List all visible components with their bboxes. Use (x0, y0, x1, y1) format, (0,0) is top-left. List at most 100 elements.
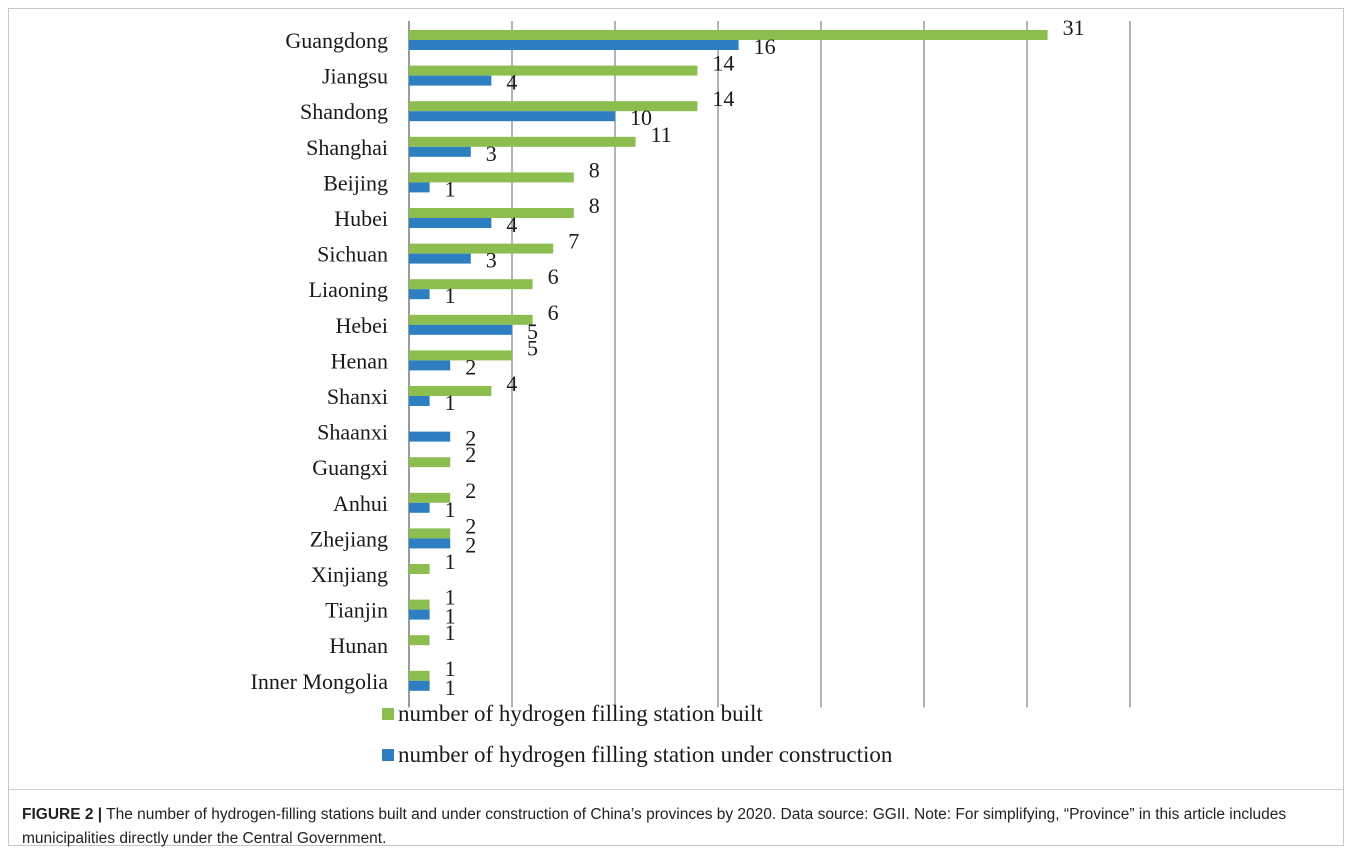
bar-built (409, 208, 574, 218)
data-label: 4 (506, 70, 517, 95)
data-label: 1 (445, 675, 456, 700)
category-label: Shanghai (306, 135, 388, 160)
bar-under-construction (409, 111, 615, 122)
data-label: 2 (465, 532, 476, 557)
category-label: Guangdong (285, 28, 388, 53)
data-label: 5 (527, 335, 538, 360)
bar-built (409, 136, 636, 147)
bar-under-construction (409, 75, 492, 86)
data-label: 1 (445, 585, 456, 610)
bar-built (409, 457, 451, 468)
data-label: 1 (445, 620, 456, 645)
bar-under-construction (409, 502, 430, 513)
bar-under-construction (409, 324, 512, 335)
data-label: 2 (465, 354, 476, 379)
data-label: 31 (1063, 15, 1085, 40)
data-label: 14 (712, 86, 734, 111)
category-label: Henan (331, 348, 388, 373)
category-label: Shanxi (327, 384, 388, 409)
data-label: 10 (630, 105, 652, 130)
data-label: 6 (548, 300, 559, 325)
category-label: Hubei (334, 206, 388, 231)
data-label: 6 (548, 264, 559, 289)
data-label: 2 (465, 478, 476, 503)
bars (409, 30, 1048, 691)
data-label: 8 (589, 193, 600, 218)
data-label: 2 (465, 442, 476, 467)
bar-built (409, 172, 574, 183)
category-labels: Guangdong Jiangsu Shandong Shanghai Beijing H… (251, 28, 389, 694)
bar-under-construction (409, 253, 471, 264)
bar-built (409, 314, 533, 325)
category-label: Hebei (335, 313, 388, 338)
bar-under-construction (409, 609, 430, 620)
data-label: 5 (527, 319, 538, 344)
bar-chart: Guangdong Jiangsu Shandong Shanghai Beijing H… (251, 15, 1131, 767)
bar-built (409, 101, 698, 112)
data-label: 8 (589, 157, 600, 182)
data-label: 1 (445, 549, 456, 574)
figure-frame (8, 8, 1344, 846)
bar-under-construction (409, 182, 430, 193)
bar-under-construction (409, 396, 430, 406)
bar-built (409, 243, 554, 254)
data-label: 1 (445, 176, 456, 201)
caption-divider (9, 789, 1343, 790)
data-label: 1 (445, 390, 456, 415)
caption-text: The number of hydrogen-filling stations … (22, 806, 1287, 847)
data-label: 1 (445, 656, 456, 681)
data-label: 3 (486, 248, 497, 273)
legend-swatch-under-construction (382, 749, 394, 761)
caption-label: FIGURE 2 | (22, 806, 103, 823)
category-label: Jiangsu (322, 64, 388, 89)
bar-built (409, 350, 512, 361)
category-label: Shaanxi (317, 420, 388, 445)
data-label: 3 (486, 141, 497, 166)
category-label: Hunan (329, 633, 388, 658)
data-label: 2 (465, 513, 476, 538)
bar-under-construction (409, 431, 451, 442)
bar-under-construction (409, 146, 471, 157)
data-label: 2 (465, 426, 476, 451)
category-label: Liaoning (309, 277, 388, 302)
category-label: Guangxi (312, 455, 388, 480)
data-label: 11 (651, 122, 672, 147)
data-label: 1 (445, 604, 456, 629)
category-label: Sichuan (317, 242, 388, 267)
bar-built (409, 279, 533, 290)
legend-swatch-built (382, 708, 394, 720)
category-label: Beijing (323, 170, 388, 195)
gridlines (408, 21, 1131, 708)
bar-built (409, 670, 430, 681)
bar-built (409, 492, 451, 503)
category-label: Zhejiang (310, 526, 388, 551)
legend: number of hydrogen filling station built… (382, 701, 893, 767)
data-label: 1 (445, 283, 456, 308)
bar-built (409, 599, 430, 610)
legend-entry: number of hydrogen filling station under… (398, 742, 893, 767)
data-label: 4 (506, 212, 517, 237)
data-label: 16 (754, 34, 776, 59)
figure-caption: FIGURE 2 | The number of hydrogen-fillin… (22, 803, 1322, 851)
bar-built (409, 30, 1048, 40)
bar-built (409, 635, 430, 646)
category-label: Anhui (333, 491, 388, 516)
bar-built (409, 65, 698, 76)
bar-under-construction (409, 40, 739, 50)
bar-built (409, 564, 430, 574)
bar-under-construction (409, 360, 451, 371)
bar-built (409, 528, 451, 539)
category-label: Xinjiang (311, 562, 388, 587)
bar-built (409, 386, 492, 396)
data-label: 4 (506, 371, 517, 396)
bar-under-construction (409, 289, 430, 300)
bar-under-construction (409, 218, 492, 228)
category-label: Shandong (300, 99, 388, 124)
category-label: Tianjin (325, 598, 388, 623)
data-label: 7 (568, 229, 579, 254)
legend-entry: number of hydrogen filling station built (398, 701, 763, 726)
data-label: 1 (445, 497, 456, 522)
bar-under-construction (409, 538, 451, 549)
data-label: 14 (712, 51, 734, 76)
